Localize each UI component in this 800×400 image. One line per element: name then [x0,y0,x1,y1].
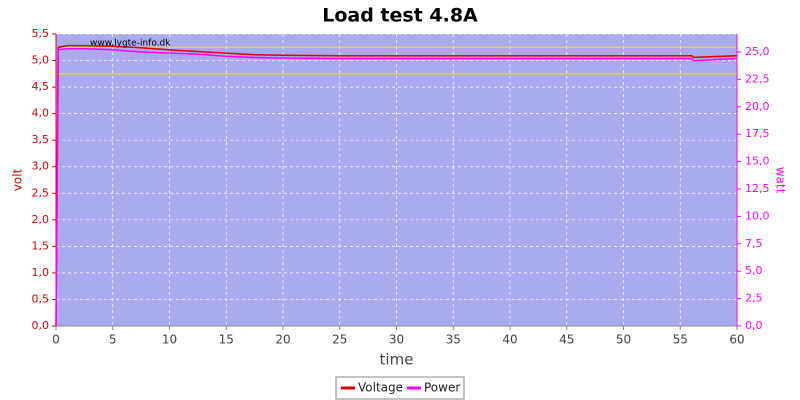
x-tick-label: 10 [162,333,177,347]
y-tick-label: 3,5 [32,133,50,146]
x-tick-label: 50 [616,333,631,347]
y2-tick-label: 22,5 [745,72,770,85]
y-tick-label: 5,5 [32,27,50,40]
x-tick-label: 40 [502,333,517,347]
x-tick-label: 25 [332,333,347,347]
x-tick-label: 30 [389,333,404,347]
legend-label: Power [424,381,460,395]
y2-tick-label: 2,5 [745,292,763,305]
x-tick-label: 20 [275,333,290,347]
legend-label: Voltage [358,381,403,395]
x-tick-label: 0 [52,333,60,347]
y-tick-label: 3,0 [32,160,50,173]
y2-tick-label: 17,5 [745,127,770,140]
y2-tick-label: 7,5 [745,237,763,250]
chart-title: Load test 4.8A [322,5,478,27]
y2-tick-label: 12,5 [745,182,770,195]
x-tick-label: 45 [559,333,574,347]
y-tick-label: 4,5 [32,80,50,93]
y-tick-label: 4,0 [32,107,50,120]
x-tick-label: 5 [109,333,117,347]
y-tick-label: 1,5 [32,239,50,252]
y-tick-label: 0,0 [32,319,50,332]
y-tick-label: 2,0 [32,213,50,226]
series-line [55,44,738,327]
y2-tick-label: 20,0 [745,100,770,113]
y-tick-label: 1,0 [32,266,50,279]
y2-tick-label: 5,0 [745,264,763,277]
y2-tick-label: 10,0 [745,209,770,222]
watermark: www.lygte-info.dk [90,39,171,49]
y2-axis-label: watt [774,167,788,194]
x-tick-label: 55 [673,333,688,347]
x-tick-label: 15 [219,333,234,347]
series-line [55,47,738,327]
y2-tick-label: 15,0 [745,155,770,168]
y-tick-label: 5,0 [32,54,50,67]
y-axis-label: volt [11,168,25,191]
y2-tick-label: 0,0 [745,319,763,332]
x-tick-label: 60 [729,333,744,347]
y-tick-label: 0,5 [32,292,50,305]
y2-tick-label: 25,0 [745,45,770,58]
x-tick-label: 35 [446,333,461,347]
y-tick-label: 2,5 [32,186,50,199]
legend-box [335,376,465,400]
x-axis-label: time [380,351,414,369]
